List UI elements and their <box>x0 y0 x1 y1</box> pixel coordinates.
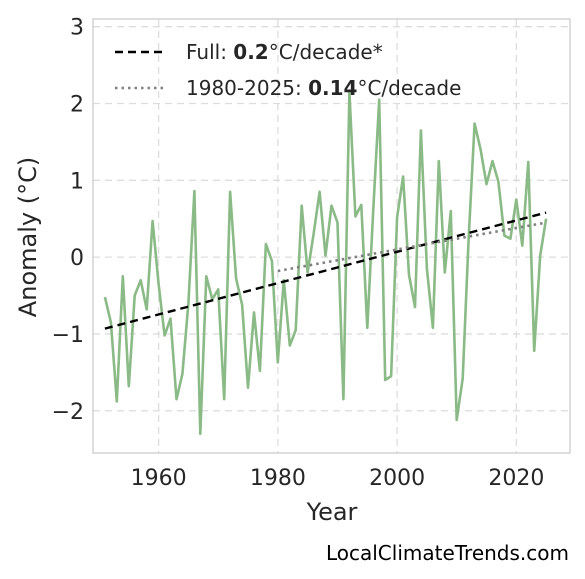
x-axis-label: Year <box>306 498 358 526</box>
x-tick-labels: 1960 1980 2000 2020 <box>131 466 545 491</box>
y-tick-labels: −2 −1 0 1 2 3 <box>52 16 84 425</box>
y-tick-label: −1 <box>52 323 84 348</box>
legend: Full: 0.2°C/decade* 1980-2025: 0.14°C/de… <box>115 40 461 100</box>
y-axis-label: Anomaly (°C) <box>14 157 42 317</box>
series-layer <box>103 90 548 436</box>
y-tick-label: 1 <box>70 169 84 194</box>
anomaly-series-line <box>103 90 548 436</box>
y-tick-label: 2 <box>70 92 84 117</box>
legend-label-full: Full: 0.2°C/decade* <box>186 40 383 64</box>
x-tick-label: 1960 <box>131 466 187 491</box>
x-tick-label: 1980 <box>250 466 306 491</box>
x-tick-label: 2000 <box>369 466 425 491</box>
grid <box>93 19 570 453</box>
y-tick-label: 0 <box>70 246 84 271</box>
y-tick-label: −2 <box>52 400 84 425</box>
plot-frame <box>92 18 571 454</box>
x-tick-label: 2020 <box>488 466 544 491</box>
full-trend-line <box>104 211 547 330</box>
legend-label-1980: 1980-2025: 0.14°C/decade <box>186 76 461 100</box>
y-tick-label: 3 <box>70 16 84 41</box>
credit-text: LocalClimateTrends.com <box>326 541 569 565</box>
